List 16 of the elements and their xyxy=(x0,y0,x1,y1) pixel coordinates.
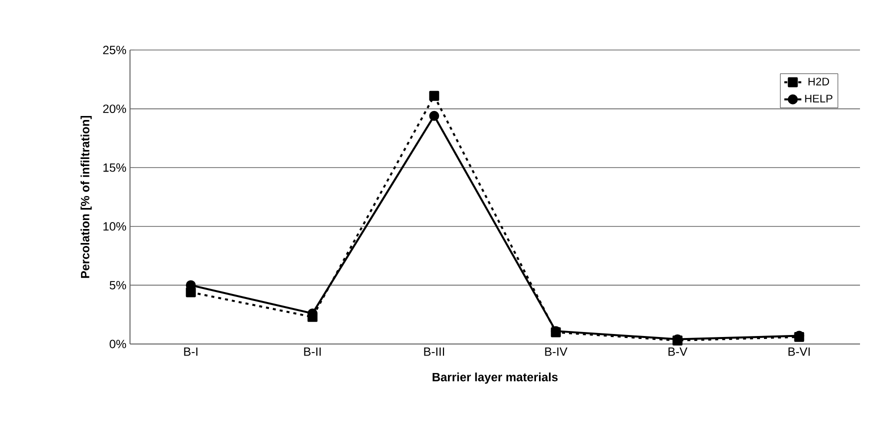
x-tick-label: B-VI xyxy=(788,348,810,356)
x-tick-label: B-III xyxy=(424,348,444,356)
y-tick-label: 0% xyxy=(110,340,126,348)
x-tick-label: B-V xyxy=(668,348,688,356)
legend-label: HELP xyxy=(805,94,832,102)
x-tick-label: B-I xyxy=(184,348,198,356)
y-tick-label: 25% xyxy=(103,46,126,54)
y-tick-label: 5% xyxy=(110,280,126,290)
legend-label: H2D xyxy=(808,78,830,86)
y-tick-label: 10% xyxy=(103,222,126,231)
x-tick-label: B-IV xyxy=(545,348,568,356)
y-tick-label: 20% xyxy=(103,104,126,114)
y-axis-title: Percolation [% of infiltration] xyxy=(80,116,92,278)
x-axis-title: Barrier layer materials xyxy=(432,372,558,384)
y-tick-label: 15% xyxy=(103,163,126,172)
x-tick-label: B-II xyxy=(304,348,321,356)
